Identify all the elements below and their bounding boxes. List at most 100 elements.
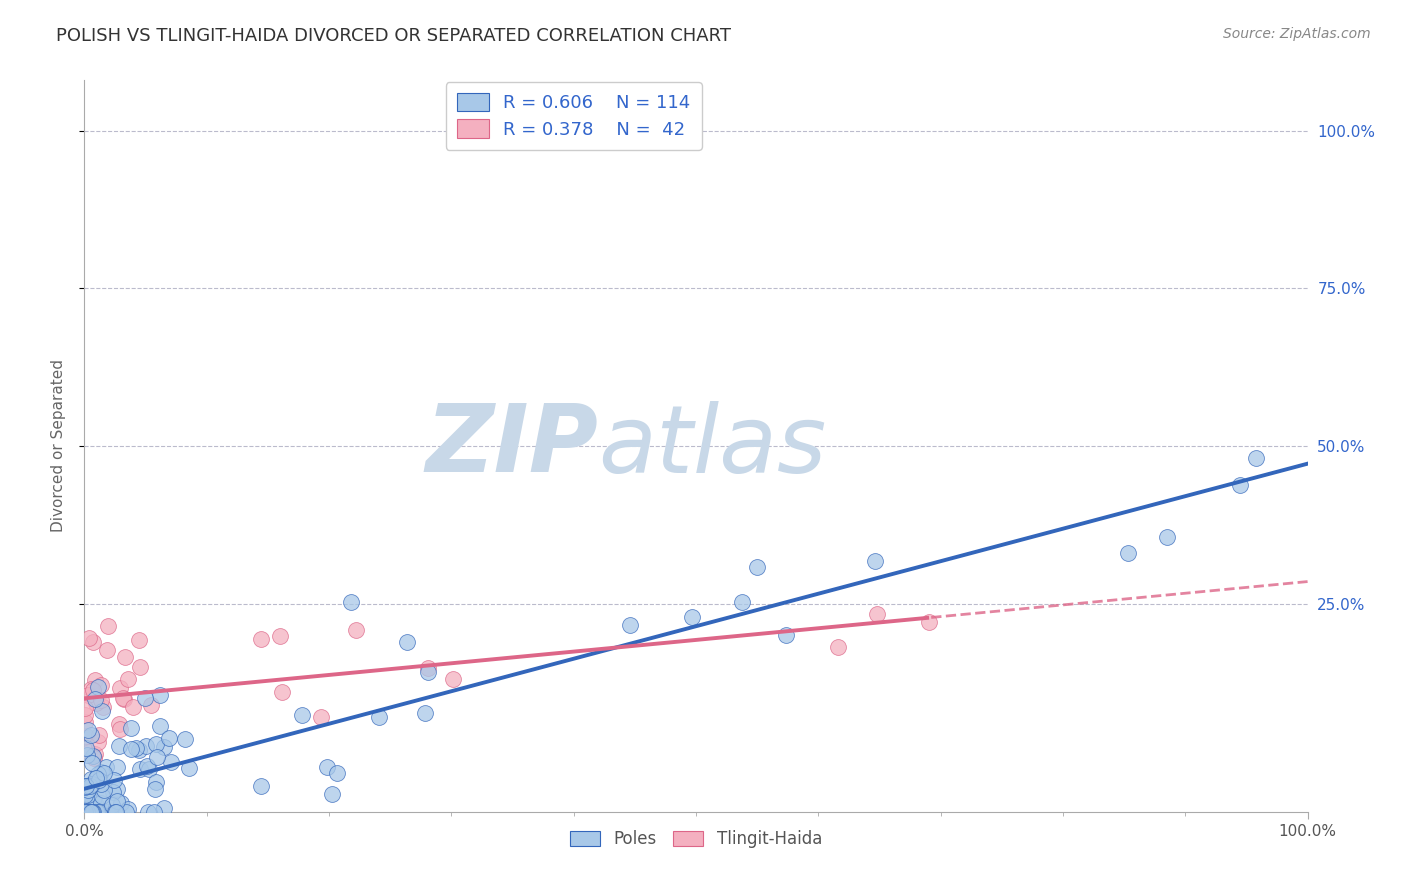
Point — [73, 779, 96, 793]
Point — [84, 696, 107, 710]
Point — [93, 783, 115, 797]
Point — [73, 805, 96, 819]
Point — [77, 789, 100, 803]
Point — [128, 633, 150, 648]
Point — [86, 805, 108, 819]
Point — [174, 731, 197, 746]
Point — [90, 796, 112, 810]
Point — [83, 750, 105, 764]
Point — [87, 767, 110, 781]
Point — [269, 629, 291, 643]
Text: atlas: atlas — [598, 401, 827, 491]
Point — [75, 779, 97, 793]
Point — [77, 745, 100, 759]
Point — [321, 788, 343, 802]
Point — [145, 775, 167, 789]
Point — [75, 805, 97, 819]
Point — [77, 688, 100, 702]
Point — [82, 777, 104, 791]
Point — [79, 805, 101, 819]
Y-axis label: Divorced or Separated: Divorced or Separated — [51, 359, 66, 533]
Point — [917, 615, 939, 630]
Point — [681, 610, 703, 624]
Text: ZIP: ZIP — [425, 400, 598, 492]
Point — [77, 801, 100, 815]
Point — [143, 781, 166, 796]
Point — [396, 634, 419, 648]
Point — [309, 710, 332, 724]
Point — [89, 728, 111, 742]
Point — [80, 805, 103, 819]
Point — [75, 741, 97, 756]
Point — [90, 805, 112, 819]
Point — [418, 665, 440, 680]
Point — [112, 692, 135, 706]
Point — [129, 660, 152, 674]
Point — [125, 741, 148, 756]
Point — [90, 678, 112, 692]
Point — [75, 779, 97, 793]
Legend: Poles, Tlingit-Haida: Poles, Tlingit-Haida — [564, 823, 828, 855]
Point — [84, 805, 107, 819]
Point — [90, 777, 112, 791]
Point — [79, 805, 101, 819]
Point — [84, 771, 107, 785]
Point — [87, 805, 110, 819]
Point — [76, 805, 98, 819]
Point — [157, 731, 180, 746]
Point — [96, 643, 118, 657]
Point — [77, 723, 100, 737]
Point — [114, 650, 136, 665]
Point — [80, 756, 103, 770]
Point — [135, 759, 157, 773]
Point — [77, 805, 100, 819]
Point — [1156, 530, 1178, 544]
Point — [80, 728, 103, 742]
Point — [315, 760, 337, 774]
Point — [94, 760, 117, 774]
Point — [108, 739, 131, 754]
Point — [93, 765, 115, 780]
Point — [249, 632, 271, 647]
Point — [82, 682, 104, 697]
Point — [76, 805, 98, 819]
Point — [82, 749, 104, 764]
Point — [179, 761, 201, 775]
Point — [76, 783, 98, 797]
Point — [110, 796, 132, 810]
Point — [863, 554, 886, 568]
Point — [73, 701, 96, 715]
Point — [110, 722, 132, 736]
Point — [90, 693, 112, 707]
Point — [271, 685, 294, 699]
Point — [1244, 451, 1267, 466]
Point — [79, 780, 101, 794]
Text: POLISH VS TLINGIT-HAIDA DIVORCED OR SEPARATED CORRELATION CHART: POLISH VS TLINGIT-HAIDA DIVORCED OR SEPA… — [56, 27, 731, 45]
Point — [866, 607, 889, 621]
Point — [128, 743, 150, 757]
Point — [153, 800, 176, 814]
Point — [82, 805, 104, 819]
Point — [77, 805, 100, 819]
Point — [73, 788, 96, 802]
Point — [84, 692, 107, 706]
Point — [87, 772, 110, 787]
Point — [416, 661, 439, 675]
Point — [153, 740, 176, 755]
Point — [368, 710, 391, 724]
Point — [100, 798, 122, 813]
Point — [82, 793, 104, 807]
Point — [104, 805, 127, 819]
Point — [76, 748, 98, 763]
Point — [146, 750, 169, 764]
Point — [76, 787, 98, 801]
Point — [114, 805, 136, 819]
Point — [117, 672, 139, 686]
Point — [139, 698, 162, 712]
Point — [441, 672, 464, 686]
Point — [80, 805, 103, 819]
Point — [97, 805, 120, 819]
Point — [745, 560, 768, 574]
Point — [80, 682, 103, 697]
Point — [1229, 478, 1251, 492]
